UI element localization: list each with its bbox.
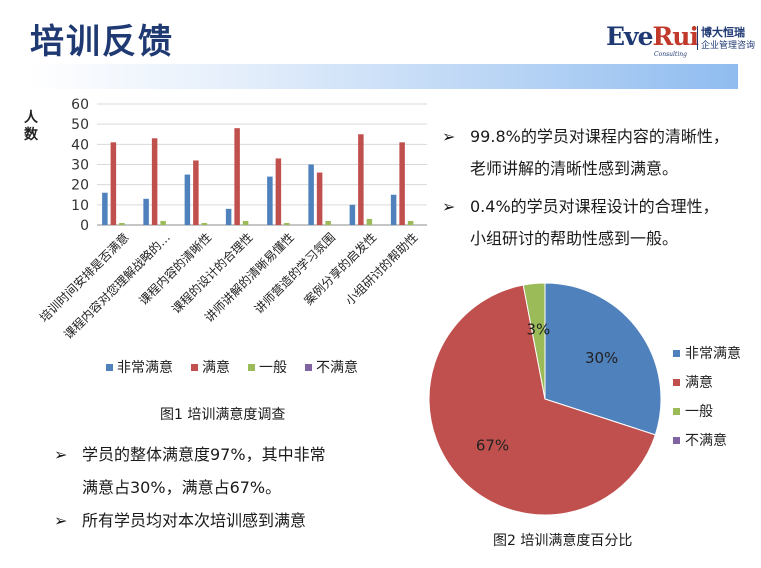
bar-3 [407,220,414,225]
pie-legend-label: 不满意 [685,432,727,449]
logo-subtitle: Consulting [654,51,687,58]
pie-slice [544,282,662,436]
x-tick-label: 课程内容的清晰性 [136,230,214,308]
bar-1 [184,174,191,225]
page-title: 培训反馈 [30,22,174,62]
figure-caption-1: 图1 培训满意度调查 [160,407,286,423]
bar-1 [102,192,108,225]
logo-cn-name: 博大恒瑞 [701,26,745,39]
pie-legend-swatch [673,350,680,357]
left-bullet-list: ➢ 学员的整体满意度97%，其中非常 满意占30%，满意占67%。 ➢ 所有学员… [54,438,384,537]
legend-label: 满意 [202,359,230,376]
y-tick-label: 10 [71,198,89,214]
pie-legend-swatch [673,437,680,444]
arrow-bullet-icon: ➢ [54,511,68,530]
pie-slice [428,284,656,516]
legend-swatch [191,364,198,371]
bar-3 [325,220,331,225]
bullet-text: 满意占30%，满意占67%。 [82,478,282,497]
bar-1 [349,204,356,225]
bullet-item: ➢ 学员的整体满意度97%，其中非常 满意占30%，满意占67%。 [54,438,384,504]
bullet-item: ➢ 99.8%的学员对课程内容的清晰性， 老师讲解的清晰性感到满意。 [442,121,757,185]
x-tick-label: 课程的设计的合理性 [169,230,256,317]
bullet-text: 0.4%的学员对课程设计的合理性， [470,197,719,216]
bar-1 [225,208,232,225]
bar-1 [308,164,314,225]
x-tick-label: 小组研讨的帮助性 [342,230,420,308]
bar-2 [316,172,323,225]
bar-2 [110,142,117,225]
x-tick-label: 讲师营造的学习氛围 [251,230,338,317]
company-logo: EveRui Consulting 博大恒瑞 企业管理咨询 [606,22,756,62]
y-tick-label: 50 [71,117,89,133]
bar-1 [143,198,149,225]
y-tick-label: 20 [71,178,89,194]
legend-swatch [305,364,312,371]
bullet-text: 99.8%的学员对课程内容的清晰性， [470,127,729,146]
logo-brand: EveRui [606,22,699,51]
pie-data-label: 3% [527,320,551,338]
pie-data-label: 30% [585,349,618,367]
legend-swatch [248,364,255,371]
y-tick-label: 60 [71,97,89,113]
bullet-text: 所有学员均对本次培训感到满意 [82,511,307,530]
legend-swatch [106,364,113,371]
pie-slice [522,282,546,400]
legend-label: 一般 [259,360,287,376]
legend-label: 不满意 [316,359,358,376]
legend-label: 非常满意 [117,359,173,376]
bar-2 [275,158,282,225]
bar-1 [390,194,397,225]
logo-cn-tagline: 企业管理咨询 [701,41,756,51]
bar-2 [151,138,158,225]
bar-2 [193,160,199,225]
y-tick-label: 40 [71,137,89,153]
y-tick-label: 30 [71,158,89,174]
pie-legend-swatch [673,408,680,415]
bar-3 [201,222,208,225]
bullet-text: 小组研讨的帮助性感到一般。 [470,229,679,248]
y-axis-label: 数 [24,126,39,143]
pie-legend-label: 一般 [685,404,713,420]
bar-3 [160,220,166,225]
bar-1 [267,176,273,225]
y-axis-label: 人 [24,109,39,126]
arrow-bullet-icon: ➢ [54,445,68,464]
arrow-bullet-icon: ➢ [442,197,456,216]
bullet-text: 老师讲解的清晰性感到满意。 [470,159,679,178]
bullet-item: ➢ 所有学员均对本次培训感到满意 [54,504,384,537]
bar-2 [399,142,405,225]
bar-3 [242,220,249,225]
pie-legend-label: 满意 [685,374,713,391]
bar-3 [284,222,290,225]
bullet-item: ➢ 0.4%的学员对课程设计的合理性， 小组研讨的帮助性感到一般。 [442,191,757,255]
right-bullet-list: ➢ 99.8%的学员对课程内容的清晰性， 老师讲解的清晰性感到满意。 ➢ 0.4… [442,121,757,261]
header-gradient-band [28,64,738,89]
bar-2 [234,128,240,225]
arrow-bullet-icon: ➢ [442,127,456,146]
pie-legend-label: 非常满意 [685,345,741,362]
figure-caption-2: 图2 培训满意度百分比 [493,533,633,549]
bar-3 [119,222,125,225]
x-tick-label: 案例分享的启发性 [301,230,379,308]
pie-legend-swatch [673,379,680,386]
y-tick-label: 0 [80,218,89,234]
bar-3 [366,218,373,225]
bar-2 [358,134,364,225]
bullet-text: 学员的整体满意度97%，其中非常 [82,445,326,464]
logo-divider [697,26,698,50]
pie-data-label: 67% [476,436,509,454]
